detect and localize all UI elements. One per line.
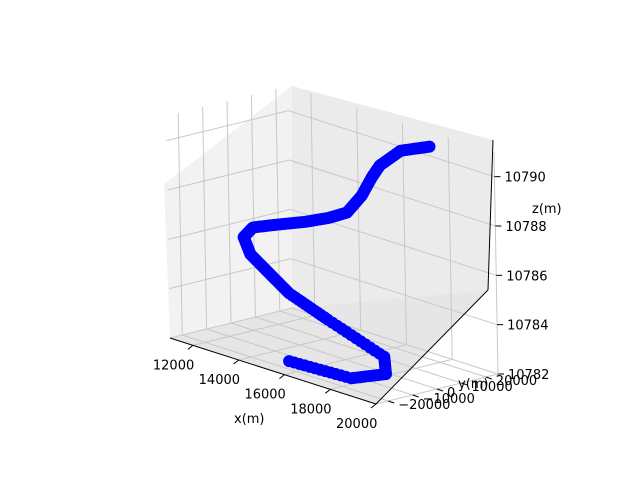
x-tick	[324, 388, 331, 394]
y-axis-label: y(m)	[458, 377, 489, 392]
x-tick-label: 12000	[153, 358, 194, 373]
grid-x-back	[356, 107, 362, 331]
grid-z-left	[168, 208, 291, 240]
grid-y-left	[202, 106, 208, 330]
z-tick-label: 10788	[505, 220, 546, 235]
grid-x-back	[310, 93, 316, 316]
z-tick-label: 10784	[507, 319, 548, 334]
x-tick-label: 18000	[290, 402, 331, 417]
grid-x-back	[447, 137, 453, 360]
x-tick	[233, 359, 239, 365]
x-axis-label: x(m)	[234, 412, 265, 427]
grid-y-floor	[279, 310, 486, 378]
pane-left	[164, 86, 292, 338]
y-axis-line	[375, 289, 489, 405]
trajectory-point	[423, 140, 436, 153]
grid-y-left	[177, 112, 183, 336]
grid-z-back	[290, 258, 498, 326]
z-axis-label: z(m)	[532, 202, 562, 217]
x-tick-label: 16000	[244, 388, 285, 403]
z-axis-line	[487, 139, 494, 291]
grid-z-left	[166, 110, 289, 142]
grid-y-left	[226, 100, 232, 324]
y-tick	[412, 394, 419, 398]
y-tick	[485, 376, 492, 380]
grid-y-floor	[255, 316, 462, 384]
grid-z-back	[288, 110, 495, 178]
grid-z-left	[168, 258, 292, 290]
grid-y-left	[275, 88, 281, 312]
grid-y-floor	[182, 334, 389, 402]
y-tick-label: 10000	[471, 380, 512, 395]
x-axis-line	[169, 337, 377, 405]
x-tick	[187, 344, 194, 350]
y-tick-label: 20000	[496, 374, 537, 389]
pane-back	[292, 86, 493, 308]
grid-z-left	[169, 307, 293, 339]
grid-y-floor	[230, 322, 438, 390]
grid-z-left	[167, 159, 290, 191]
z-tick-label: 10786	[506, 269, 547, 284]
z-tick-label: 10782	[508, 368, 549, 383]
grid-x-back	[493, 151, 499, 375]
z-tick-label: 10790	[504, 171, 545, 186]
y-tick	[388, 400, 395, 404]
y-tick-label: −10000	[423, 392, 475, 407]
grid-x-back	[401, 122, 407, 345]
x-tick-label: 20000	[336, 417, 377, 432]
x-tick-label: 14000	[199, 373, 240, 388]
grid-z-back	[289, 159, 496, 227]
x-tick	[279, 374, 285, 380]
y-tick	[436, 388, 444, 392]
grid-y-left	[250, 94, 256, 318]
y-tick	[461, 382, 468, 386]
x-tick	[370, 403, 377, 409]
y-tick-label: 0	[447, 386, 455, 401]
y-tick-label: −20000	[398, 398, 450, 413]
trajectory-series	[237, 140, 436, 385]
